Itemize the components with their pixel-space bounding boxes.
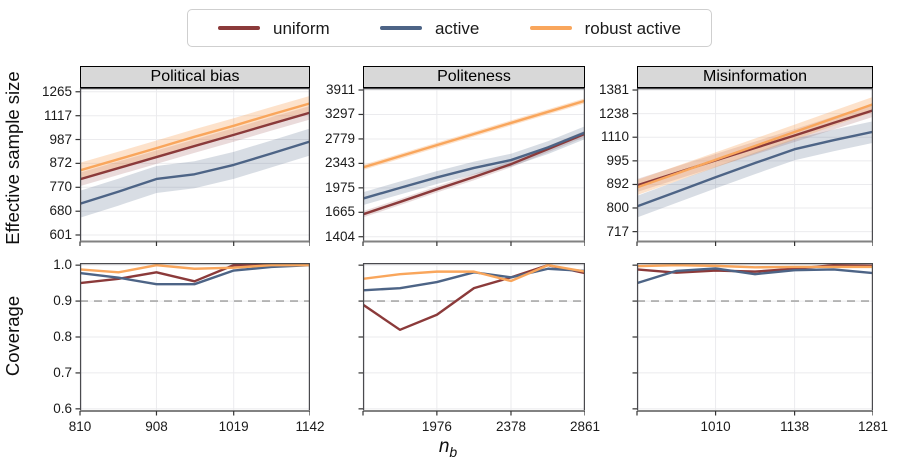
x-tick-label: 1281 [857,419,889,434]
legend-item: active [379,18,480,38]
x-tick-label: 1142 [295,419,325,434]
y-tick-label: 995 [606,152,629,168]
y-axis-label-effective-sample-size: Effective sample size [2,71,23,245]
coverage-plot-svg [632,263,873,416]
coverage-plot-svg [358,263,585,416]
x-tick-label: 1019 [218,419,249,434]
y-tick-label: 0.7 [53,364,72,380]
panel-title: Misinformation [637,66,873,88]
y-tick-label: 872 [49,155,72,171]
y-tick-label: 1.0 [53,257,72,273]
data-line [80,111,310,181]
y-tick-label: 987 [49,131,72,147]
y-tick-label: 0.9 [53,293,72,309]
y-tick-label: 1117 [43,107,72,123]
data-line [637,103,873,189]
y-tick-label: 601 [49,226,72,242]
y-tick-label: 3911 [325,82,355,97]
x-tick-label: 810 [68,419,92,434]
y-tick-label: 1381 [598,82,629,98]
legend-line-swatch [529,26,572,30]
y-tick-label: 800 [606,199,629,215]
y-tick-label: 1665 [324,204,355,220]
data-line [363,263,585,283]
data-line [363,131,585,200]
x-tick-label: 1976 [421,419,452,434]
y-tick-label: 1238 [598,105,629,121]
x-axis-label-base: n [438,436,450,457]
data-line [637,263,873,274]
legend-label: active [434,18,480,38]
ess-plot-svg [632,88,873,246]
y-tick-label: 1110 [600,129,629,145]
x-tick-label: 908 [145,419,168,434]
ess-plot-svg [75,88,310,246]
y-tick-label: 2343 [324,155,355,171]
x-tick-label: 2861 [569,419,601,434]
data-line [363,132,585,216]
legend-label: uniform [273,18,330,38]
y-axis-label-coverage: Coverage [2,295,23,377]
confidence-band [363,126,585,206]
y-tick-label: 1404 [324,228,355,244]
y-tick-label: 1975 [324,179,355,195]
panel-title: Political bias [80,66,310,88]
y-tick-label: 2779 [324,130,355,146]
y-tick-label: 680 [49,203,72,219]
data-line [80,140,310,205]
legend-line-swatch [218,26,260,30]
data-line [80,102,310,172]
legend-item: uniform [218,20,330,37]
legend: uniform active robust active [187,9,712,47]
ess-plot-svg [358,88,585,246]
data-line [80,263,310,274]
data-line [637,263,873,269]
panel-title: Politeness [363,66,585,88]
x-axis-label: nb [418,436,478,460]
y-tick-label: 892 [606,176,629,192]
x-tick-label: 1138 [780,419,810,434]
legend-item: robust active [529,18,681,38]
y-tick-label: 0.6 [53,400,72,416]
data-line [363,99,585,169]
coverage-plot-svg [75,263,310,416]
y-tick-label: 770 [49,179,72,195]
y-tick-label: 3297 [324,106,355,122]
y-tick-label: 1265 [41,83,72,99]
y-tick-label: 0.8 [53,329,72,344]
x-tick-label: 1010 [700,419,731,434]
data-line [80,263,310,286]
x-axis-label-subscript: b [449,443,458,460]
x-tick-label: 2378 [495,419,526,434]
data-line [637,267,873,285]
data-line [637,130,873,208]
y-tick-label: 717 [606,223,629,239]
legend-line-swatch [379,26,422,30]
legend-label: robust active [584,18,681,38]
